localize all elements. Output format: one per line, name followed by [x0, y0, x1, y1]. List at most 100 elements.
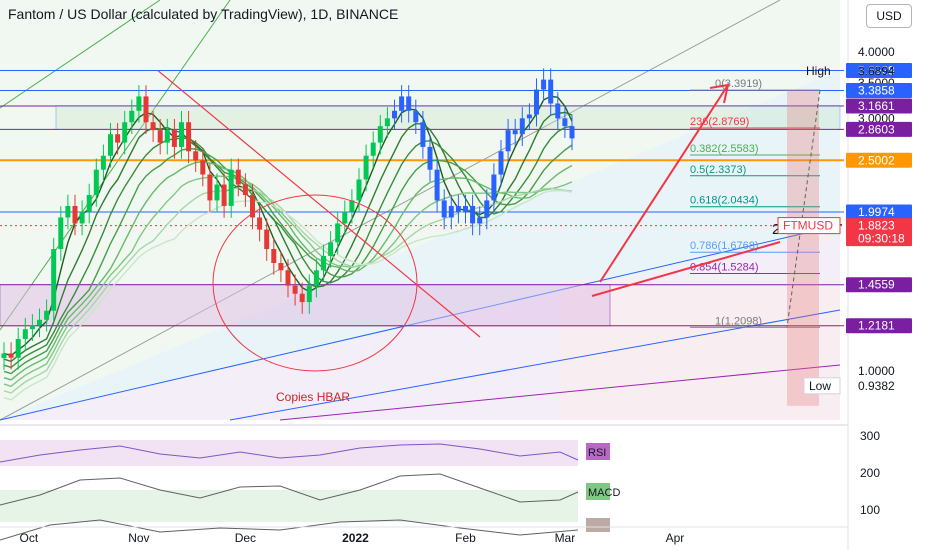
ma-ribbon-5	[3, 175, 573, 388]
candle-body-72	[512, 130, 518, 135]
symbol-tag: FTMUSD	[783, 219, 833, 233]
candle-body-24	[171, 130, 177, 147]
candle-body-25	[179, 122, 184, 147]
candle-body-43	[306, 285, 312, 303]
price-tag-5: 1.9974	[858, 205, 895, 219]
x-tick-oct: Oct	[20, 531, 39, 545]
candle-body-23	[164, 130, 170, 143]
rsi-line	[0, 443, 579, 463]
candle-body-55	[392, 110, 397, 119]
candle-body-66	[470, 205, 476, 224]
macd-line	[0, 473, 579, 506]
candle-body-58	[413, 110, 419, 123]
candle-body-8	[58, 217, 64, 250]
candle-body-28	[200, 160, 206, 175]
currency-button[interactable]: USD	[866, 4, 912, 28]
candle-body-2	[15, 338, 21, 358]
indicator-tick-300: 300	[860, 429, 880, 443]
candle-body-17	[122, 122, 128, 143]
candle-body-77	[548, 79, 554, 104]
candle-body-19	[136, 96, 142, 111]
candle-body-56	[399, 96, 405, 111]
fib-label-0: 0(3.3919)	[715, 78, 762, 90]
channel-line-green-1	[0, 0, 161, 109]
price-tag-3: 2.8603	[858, 122, 895, 136]
candle-body-79	[562, 118, 568, 127]
candle-body-62	[441, 200, 447, 218]
candle-body-54	[384, 118, 390, 127]
indicator-tag-bg-extra	[586, 518, 610, 532]
candle-body-11	[79, 211, 85, 224]
candle-body-47	[335, 223, 341, 243]
fib-label-7: 1(1.2098)	[715, 315, 762, 327]
price-tag-bg-6	[846, 218, 912, 247]
third-osc-line	[0, 519, 579, 541]
y-tick-1.0000: 1.0000	[858, 364, 895, 378]
fib-shade	[787, 90, 819, 406]
candle-body-14	[100, 155, 106, 170]
channel-line-purple	[279, 364, 841, 421]
candle-body-3	[22, 329, 28, 339]
fib-trendline	[786, 90, 821, 328]
fib-label-2: 0.382(2.5583)	[690, 143, 759, 155]
candle-body-69	[491, 174, 497, 201]
arrow-shaft	[599, 84, 729, 283]
price-tag-bg-4	[846, 152, 912, 168]
candle-body-42	[299, 293, 305, 303]
copies-label: Copies HBAR	[276, 390, 350, 404]
candle-body-50	[356, 179, 362, 201]
candle-body-60	[427, 146, 433, 170]
price-tag-bg-0	[846, 63, 912, 79]
candle-body-80	[569, 126, 575, 139]
price-tag-4: 2.5002	[858, 153, 895, 167]
fib-label-6: 0.854(1.5284)	[690, 262, 759, 274]
candle-body-1	[8, 353, 14, 358]
candle-body-34	[242, 184, 248, 196]
candle-body-59	[420, 122, 426, 147]
candle-body-67	[477, 217, 483, 224]
x-tick-feb: Feb	[455, 531, 476, 545]
indicator-tick-200: 200	[860, 466, 880, 480]
price-tag-8: 1.2181	[858, 319, 895, 333]
candle-body-37	[264, 229, 270, 250]
indicator-tag-macd: MACD	[588, 487, 620, 499]
candle-body-21	[150, 122, 156, 131]
high-value: 3.6894	[858, 64, 895, 78]
price-tag-0: 3.6928	[858, 64, 895, 78]
candle-body-45	[321, 255, 326, 271]
ma-ribbon-1	[3, 111, 573, 363]
candle-body-40	[285, 270, 291, 286]
candle-body-12	[86, 195, 92, 212]
candle-body-49	[349, 200, 355, 212]
candle-body-38	[271, 249, 277, 263]
price-tag-bg-1	[846, 83, 912, 99]
price-tag-bg-2	[846, 98, 912, 114]
ma-ribbon-4	[3, 160, 573, 381]
ma-ribbon-2	[3, 125, 573, 369]
candle-body-31	[221, 184, 227, 206]
price-tag-9: 0.9382	[858, 379, 895, 393]
candle-body-35	[250, 195, 255, 218]
candle-body-30	[214, 184, 220, 201]
zone-box-bottom	[0, 284, 611, 327]
candle-body-13	[93, 169, 99, 196]
candle-body-76	[541, 79, 547, 90]
high-label: High	[806, 64, 831, 78]
candle-body-44	[313, 270, 319, 286]
channel-line-gray	[0, 0, 781, 421]
y-tick-4.0000: 4.0000	[858, 45, 895, 59]
candle-body-5	[37, 319, 42, 326]
candle-body-39	[278, 262, 284, 271]
bg-zone-blue	[0, 70, 840, 420]
candle-body-75	[534, 89, 539, 115]
channel-line-green-2	[0, 0, 231, 331]
candle-body-68	[484, 200, 490, 218]
candle-body-6	[44, 310, 50, 320]
symbol-tag-bg	[777, 217, 841, 235]
price-tag-bg-3	[846, 121, 912, 137]
candle-body-20	[143, 96, 149, 123]
fib-label-4: 0.618(2.0434)	[690, 195, 759, 207]
candle-body-32	[228, 169, 234, 206]
